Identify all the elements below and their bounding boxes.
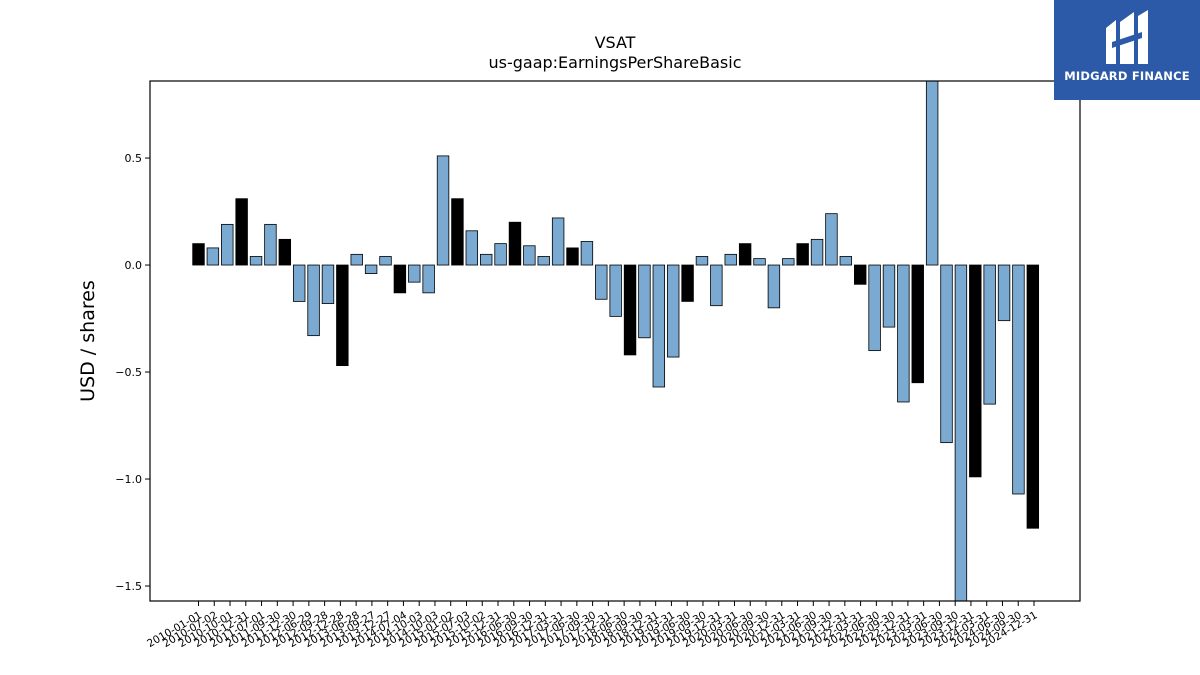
bar xyxy=(839,256,853,266)
y-tick-label: −1.0 xyxy=(115,473,142,486)
bar xyxy=(292,264,306,302)
bar xyxy=(609,264,622,317)
bars-group xyxy=(192,80,1040,602)
bar xyxy=(278,238,292,266)
bar xyxy=(997,264,1011,322)
bar xyxy=(235,198,248,266)
bar xyxy=(667,264,680,358)
bar xyxy=(364,264,378,274)
bar xyxy=(408,264,421,283)
bar xyxy=(969,264,982,478)
bar xyxy=(221,223,234,266)
bar xyxy=(321,264,335,304)
bar xyxy=(767,264,781,309)
bar xyxy=(465,230,479,266)
bar xyxy=(479,253,493,266)
plot-frame xyxy=(149,80,1081,602)
brand-name: MIDGARD FINANCE xyxy=(1064,69,1190,83)
bar xyxy=(206,247,220,266)
bar xyxy=(451,198,464,266)
brand-logo: MIDGARD FINANCE xyxy=(1054,0,1200,100)
bar xyxy=(422,264,435,294)
bar xyxy=(379,256,392,266)
bar xyxy=(350,253,363,266)
chart-subtitle: us-gaap:EarningsPerShareBasic xyxy=(488,53,741,72)
bar xyxy=(551,217,565,266)
bar xyxy=(192,243,205,266)
bar xyxy=(523,245,536,266)
bar xyxy=(782,258,795,266)
y-axis-label: USD / shares xyxy=(77,280,99,402)
y-tick-label: 0.0 xyxy=(125,259,143,272)
bar xyxy=(940,264,953,444)
y-axis-ticks: 0.5 0.0 −0.5 −1.0 −1.5 xyxy=(115,152,150,593)
bar xyxy=(897,264,910,403)
bar xyxy=(566,247,579,266)
y-tick-label: −1.5 xyxy=(115,580,142,593)
bar xyxy=(623,264,637,356)
bar xyxy=(695,256,709,266)
bar xyxy=(868,264,881,352)
bar xyxy=(983,264,996,405)
bar xyxy=(336,264,349,367)
bar xyxy=(681,264,694,302)
x-axis-ticks: 2010-01-012010-07-022010-10-012010-12-31… xyxy=(145,601,1040,650)
bar xyxy=(724,253,737,266)
bar xyxy=(264,223,277,266)
bar xyxy=(854,264,867,285)
y-tick-label: −0.5 xyxy=(115,366,142,379)
bar xyxy=(738,243,752,266)
bar xyxy=(954,264,968,602)
bar xyxy=(911,264,924,384)
bar xyxy=(595,264,608,300)
bar xyxy=(753,258,766,266)
logo-mark-icon xyxy=(1106,10,1148,64)
chart-title: VSAT xyxy=(595,33,636,52)
bar xyxy=(638,264,651,339)
bar xyxy=(882,264,896,328)
bar xyxy=(1012,264,1025,495)
bar xyxy=(307,264,320,337)
bar xyxy=(537,256,550,266)
bar xyxy=(508,221,522,266)
bar xyxy=(652,264,666,388)
bar xyxy=(796,243,809,266)
bar xyxy=(810,238,824,266)
bar xyxy=(249,256,263,266)
bar xyxy=(925,80,939,266)
bar xyxy=(1026,264,1040,529)
bar xyxy=(825,213,838,266)
bar xyxy=(436,155,450,266)
y-tick-label: 0.5 xyxy=(125,152,143,165)
bar xyxy=(710,264,723,307)
bar xyxy=(580,241,594,266)
bar xyxy=(393,264,407,294)
bar xyxy=(494,243,507,266)
